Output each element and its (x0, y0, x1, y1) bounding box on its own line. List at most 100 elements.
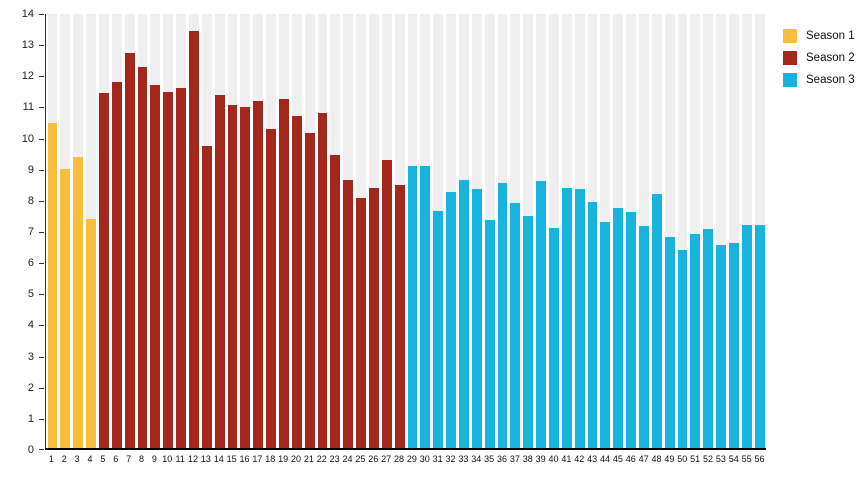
x-tick-label: 52 (703, 454, 714, 464)
bar-slot (394, 14, 405, 448)
x-tick-label: 18 (265, 454, 276, 464)
bar-episode-42[interactable] (574, 189, 585, 448)
bar-episode-55[interactable] (741, 224, 752, 448)
bar-episode-34[interactable] (471, 189, 482, 448)
x-tick-label: 35 (484, 454, 495, 464)
bar-slot (523, 14, 534, 448)
x-tick-label: 50 (677, 454, 688, 464)
bar-slot (188, 14, 199, 448)
x-tick-label: 42 (574, 454, 585, 464)
bar-episode-24[interactable] (343, 179, 354, 448)
bar-slot (471, 14, 482, 448)
bar-episode-36[interactable] (497, 182, 508, 448)
bar-episode-28[interactable] (394, 184, 405, 448)
legend-item-season-3[interactable]: Season 3 (783, 73, 855, 87)
bar-episode-26[interactable] (368, 187, 379, 448)
bar-episode-7[interactable] (124, 52, 135, 448)
bar-episode-49[interactable] (664, 237, 675, 448)
bar-episode-2[interactable] (60, 169, 71, 448)
bar-slot (651, 14, 662, 448)
bar-episode-32[interactable] (446, 192, 456, 448)
bar-episode-19[interactable] (278, 99, 289, 448)
bar-episode-21[interactable] (304, 133, 315, 448)
bar-slot (716, 14, 727, 448)
bar-episode-25[interactable] (356, 198, 366, 448)
bar-episode-41[interactable] (561, 187, 572, 448)
bar-episode-50[interactable] (677, 249, 688, 448)
bar-episode-39[interactable] (536, 181, 547, 448)
bar-episode-16[interactable] (240, 107, 251, 448)
bar-episode-12[interactable] (188, 31, 199, 448)
bar-episode-52[interactable] (703, 229, 714, 448)
x-tick-label: 2 (61, 454, 67, 464)
bar-episode-53[interactable] (716, 244, 727, 448)
bar-episode-44[interactable] (600, 221, 611, 448)
bar-episode-37[interactable] (510, 203, 521, 448)
bar-episode-9[interactable] (150, 85, 161, 448)
bar-episode-54[interactable] (729, 243, 739, 448)
x-tick-label: 43 (587, 454, 598, 464)
x-tick-label: 3 (74, 454, 80, 464)
bar-episode-10[interactable] (163, 91, 174, 448)
x-tick-label: 47 (638, 454, 649, 464)
y-tick-label: 9 (27, 164, 34, 176)
y-tick-label: 13 (21, 39, 34, 51)
bar-slot (446, 14, 456, 448)
bar-episode-6[interactable] (111, 82, 122, 448)
bar-episode-43[interactable] (587, 201, 598, 448)
bar-episode-11[interactable] (176, 88, 186, 448)
y-tick-mark (39, 170, 44, 171)
y-tick-mark (39, 388, 44, 389)
bar-episode-5[interactable] (98, 93, 109, 448)
bar-slot (98, 14, 109, 448)
bar-episode-1[interactable] (47, 122, 58, 448)
bar-episode-20[interactable] (291, 116, 302, 448)
bar-episode-14[interactable] (214, 94, 225, 448)
bar-episode-38[interactable] (523, 215, 534, 448)
bar-slot (124, 14, 135, 448)
x-tick-label: 32 (445, 454, 456, 464)
bar-episode-22[interactable] (317, 113, 328, 448)
y-tick-label: 2 (27, 382, 34, 394)
bar-episode-17[interactable] (253, 100, 264, 448)
y-tick-label: 1 (27, 413, 34, 425)
bar-episode-33[interactable] (459, 179, 469, 448)
bar-episode-4[interactable] (86, 218, 96, 448)
bar-slot (214, 14, 225, 448)
bar-episode-31[interactable] (433, 210, 444, 448)
bar-episode-45[interactable] (613, 207, 624, 448)
legend-item-season-1[interactable]: Season 1 (783, 29, 855, 43)
bar-episode-48[interactable] (651, 193, 662, 448)
bar-episode-13[interactable] (201, 145, 212, 448)
bar-episode-47[interactable] (639, 226, 649, 448)
bar-episode-8[interactable] (137, 66, 148, 448)
x-tick-label: 10 (162, 454, 173, 464)
x-tick-label: 8 (139, 454, 145, 464)
y-tick-label: 8 (27, 195, 34, 207)
bar-episode-56[interactable] (754, 224, 765, 448)
bar-episode-30[interactable] (420, 165, 431, 448)
bar-episode-51[interactable] (690, 234, 701, 448)
bar-episode-18[interactable] (266, 128, 276, 448)
legend-label: Season 3 (806, 74, 855, 86)
bar-slot (536, 14, 547, 448)
bar-episode-35[interactable] (484, 220, 495, 448)
bar-slot (690, 14, 701, 448)
x-tick-label: 5 (100, 454, 106, 464)
bar-episode-29[interactable] (407, 165, 418, 448)
bar-episode-40[interactable] (549, 227, 559, 448)
bar-episode-23[interactable] (330, 155, 341, 448)
y-tick-mark (39, 201, 44, 202)
bar-episode-46[interactable] (626, 212, 637, 448)
bar-slot (484, 14, 495, 448)
bar-episode-15[interactable] (227, 105, 238, 448)
bar-slot (253, 14, 264, 448)
legend-item-season-2[interactable]: Season 2 (783, 51, 855, 65)
season-3-swatch-icon (783, 73, 797, 87)
bar-slot (343, 14, 354, 448)
bar-episode-27[interactable] (381, 159, 392, 448)
y-tick-label: 10 (21, 133, 34, 145)
bar-episode-3[interactable] (73, 156, 84, 448)
x-tick-label: 9 (151, 454, 157, 464)
x-tick-label: 16 (239, 454, 250, 464)
